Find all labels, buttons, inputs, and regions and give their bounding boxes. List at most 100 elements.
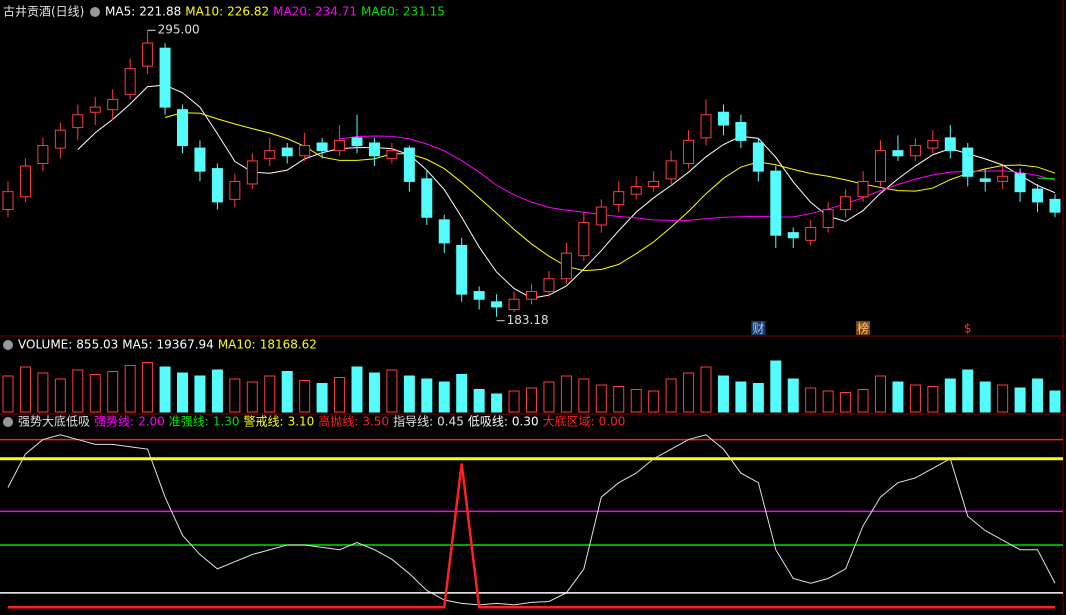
legend-name: 强势线:	[94, 415, 134, 429]
candle-body	[979, 178, 991, 182]
volume-bar	[1014, 387, 1026, 413]
volume-bar	[281, 371, 293, 413]
volume-bar	[229, 378, 241, 413]
volume-bar	[892, 381, 904, 413]
candle-body	[54, 129, 66, 149]
candle-body	[560, 252, 572, 280]
volume-bar	[526, 387, 537, 413]
volume-bar	[997, 384, 1009, 413]
candle-body	[386, 150, 398, 159]
indicator-title: 强势大底低吸	[18, 414, 90, 429]
legend-value: 0.30	[512, 415, 539, 429]
panel-icon	[90, 7, 100, 17]
candle-body	[508, 298, 520, 311]
event-badge	[751, 321, 766, 335]
candle-body	[927, 139, 939, 149]
volume-bar	[2, 375, 14, 413]
candle-body	[944, 137, 956, 152]
legend-value: 19367.94	[157, 338, 214, 352]
candle-body	[857, 180, 869, 198]
volume-bar	[840, 392, 852, 413]
event-badge	[960, 321, 975, 335]
candle-body	[595, 206, 607, 226]
candle-body	[456, 244, 468, 295]
volume-bar	[316, 383, 328, 413]
indicator-line	[7, 434, 1056, 606]
volume-bar	[508, 390, 520, 413]
volume-bar	[770, 360, 782, 413]
volume-bar	[368, 372, 380, 413]
candle-body	[334, 139, 346, 152]
candle-body	[805, 227, 817, 241]
candle-body	[909, 145, 921, 157]
volume-bar	[962, 369, 974, 413]
event-badge	[856, 321, 871, 335]
candle-body	[630, 186, 642, 195]
ma-line	[339, 135, 1056, 221]
legend-name: 低吸线:	[468, 415, 508, 429]
candle-body	[316, 142, 328, 152]
legend-value: 3.50	[362, 415, 389, 429]
candle-body	[735, 121, 747, 141]
candle-body	[770, 170, 782, 236]
volume-bar	[595, 384, 607, 413]
volume-bar	[717, 375, 729, 413]
candle-body	[246, 160, 258, 185]
volume-bar	[89, 374, 101, 413]
volume-bar	[491, 393, 503, 413]
legend-value: 0.00	[599, 415, 626, 429]
legend-value: 855.03	[76, 338, 118, 352]
volume-bar	[543, 381, 555, 413]
volume-bar	[787, 378, 799, 413]
candle-body	[264, 150, 276, 159]
volume-bar	[351, 366, 363, 413]
ma-line	[164, 112, 1056, 272]
annotation-label: 183.18	[507, 313, 549, 327]
candle-body	[421, 178, 433, 218]
legend-value: 0.45	[437, 415, 464, 429]
legend-name: MA10:	[185, 5, 223, 19]
volume-bar	[979, 381, 991, 413]
candle-body	[2, 191, 14, 211]
panel-icon	[3, 340, 13, 350]
legend-value: 231.15	[403, 5, 445, 19]
legend-value: 226.82	[227, 5, 269, 19]
panel-icon	[3, 417, 13, 427]
candle-body	[473, 291, 485, 300]
candle-body	[403, 147, 415, 182]
volume-bar	[578, 378, 590, 413]
legend-name: 指导线:	[393, 414, 433, 429]
candle-body	[299, 145, 311, 157]
candle-body	[578, 221, 590, 257]
candle-body	[875, 150, 886, 182]
event-label: 财	[752, 322, 764, 336]
volume-bar	[805, 387, 817, 413]
volume-bar	[909, 384, 921, 413]
volume-bar	[54, 378, 66, 413]
volume-bar	[334, 377, 346, 413]
candle-body	[613, 191, 625, 205]
candle-body	[19, 165, 31, 198]
volume-bar	[648, 390, 660, 413]
candle-body	[281, 147, 293, 157]
volume-bar	[124, 365, 136, 413]
candle-body	[351, 137, 363, 147]
volume-bar	[246, 381, 258, 413]
volume-bar	[613, 386, 625, 413]
volume-bar	[438, 381, 450, 413]
legend-value: 2.00	[138, 415, 165, 429]
candle-body	[648, 180, 660, 188]
candle-body	[368, 142, 380, 157]
volume-bar	[560, 375, 572, 413]
volume-bar	[630, 389, 642, 413]
candle-body	[159, 47, 171, 108]
event-label: 榜	[857, 321, 869, 336]
candle-body	[717, 111, 729, 126]
volume-bar	[421, 378, 433, 413]
legend-name: 大底区域:	[543, 414, 595, 429]
candle-body	[787, 232, 799, 239]
volume-bar	[665, 378, 677, 413]
volume-bar	[1049, 390, 1061, 413]
ma-line	[77, 84, 1056, 299]
legend-name: MA10:	[218, 338, 256, 352]
